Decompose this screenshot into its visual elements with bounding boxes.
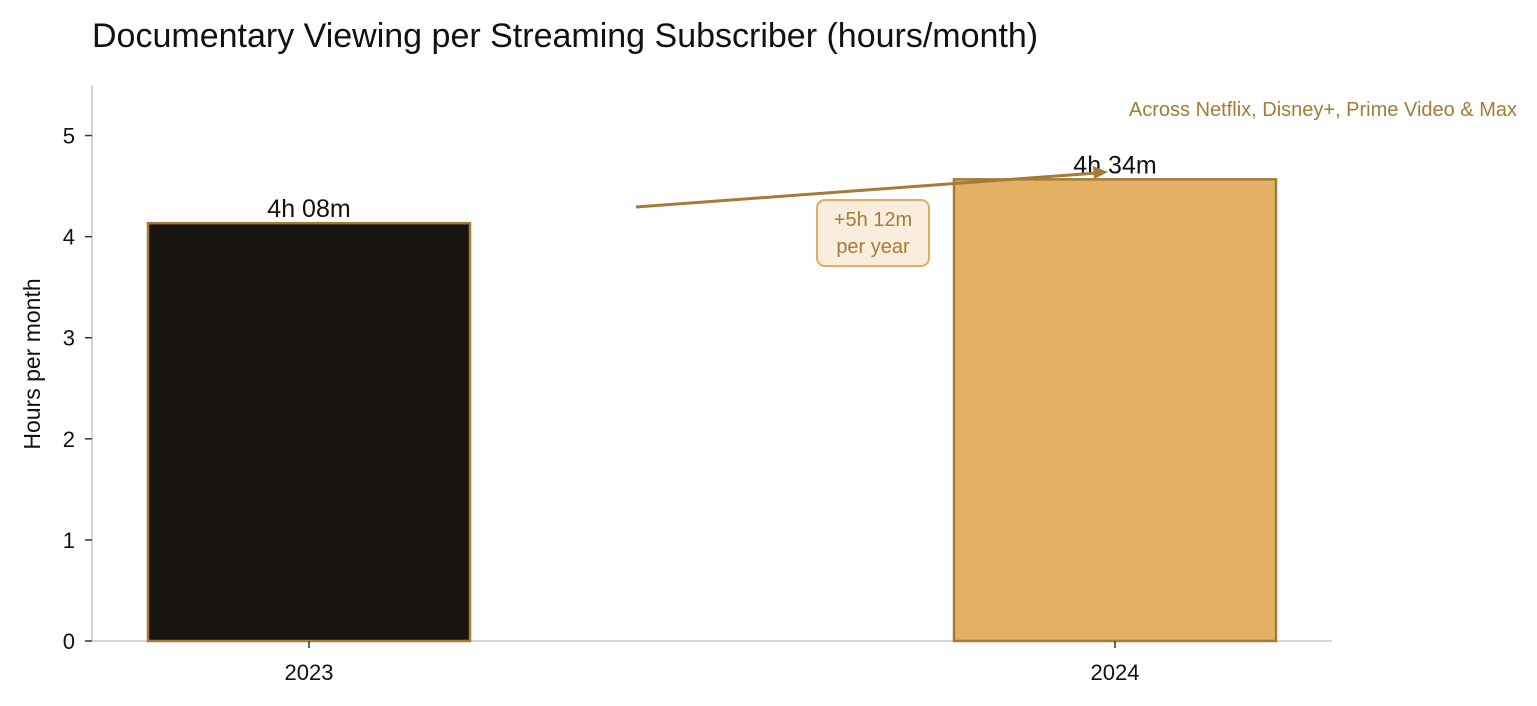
growth-callout-line1: +5h 12m [834,209,912,231]
y-tick-label: 0 [63,629,75,654]
y-ticks: 0 1 2 3 4 5 [63,124,92,654]
growth-callout-line2: per year [836,236,910,258]
growth-arrow [635,166,1108,209]
growth-callout-box [816,199,930,267]
x-tick-label: 2024 [1091,660,1140,685]
x-tick-label: 2023 [285,660,334,685]
y-tick-label: 4 [63,225,75,250]
chart-title: Documentary Viewing per Streaming Subscr… [92,17,1038,55]
y-tick-label: 5 [63,124,75,149]
bar-2024 [952,178,1278,643]
y-tick-label: 1 [63,528,75,553]
bar-value-label: 4h 08m [267,195,350,223]
bar-2023 [146,221,472,643]
growth-arrow-line [635,171,1098,209]
chart-subtitle: Across Netflix, Disney+, Prime Video & M… [1129,99,1517,121]
y-axis-label: Hours per month [19,278,45,449]
growth-arrow-head [1093,166,1108,179]
growth-callout: +5h 12m per year [816,199,930,267]
x-ticks: 2023 2024 [285,641,1140,685]
y-tick-label: 3 [63,326,75,351]
y-tick-label: 2 [63,427,75,452]
